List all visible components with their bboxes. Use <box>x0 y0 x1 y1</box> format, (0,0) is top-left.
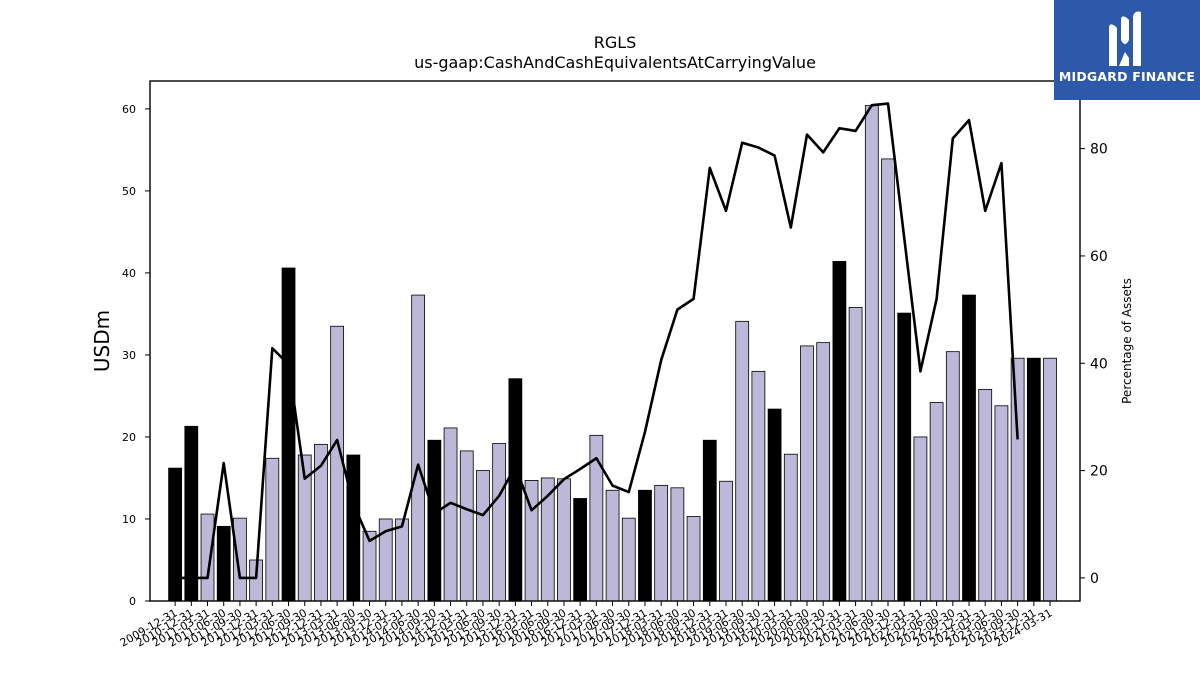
bar-quarterly <box>929 402 944 602</box>
y-tick-label: 10 <box>122 513 136 526</box>
bar-annual <box>427 439 442 602</box>
bar-quarterly <box>492 443 507 602</box>
bar-quarterly <box>735 320 750 602</box>
bar-annual <box>184 425 199 602</box>
bar-annual <box>962 294 976 602</box>
bar-annual <box>573 498 588 602</box>
line-group <box>175 102 1019 580</box>
y-tick-label: 30 <box>122 349 136 362</box>
bar-quarterly <box>864 105 879 602</box>
bar-annual <box>702 439 717 602</box>
bar-quarterly <box>719 480 733 602</box>
y-tick-label: 40 <box>122 267 136 280</box>
y-tick-label: 60 <box>122 103 136 116</box>
y2-tick-label: 0 <box>1090 571 1099 587</box>
bar-quarterly <box>881 158 895 602</box>
bar-quarterly <box>686 516 701 602</box>
bar-quarterly <box>330 325 345 602</box>
chart-subtitle: us-gaap:CashAndCashEquivalentsAtCarrying… <box>414 53 816 72</box>
brand-logo: MIDGARD FINANCE <box>1054 0 1200 100</box>
bar-quarterly <box>233 517 247 602</box>
bar-quarterly <box>1043 357 1057 602</box>
y-axis-label: USDm <box>90 310 114 372</box>
bar-quarterly <box>621 517 636 602</box>
bar-quarterly <box>751 370 766 602</box>
bar-quarterly <box>783 453 798 602</box>
bar-annual <box>168 467 182 602</box>
brand-name: MIDGARD FINANCE <box>1058 69 1196 84</box>
bar-annual <box>767 408 782 602</box>
bar-quarterly <box>945 351 960 602</box>
bar-quarterly <box>557 478 571 602</box>
y2-tick-label: 40 <box>1090 356 1108 372</box>
bar-quarterly <box>978 388 993 602</box>
bar-annual <box>346 454 361 602</box>
bar-annual <box>832 261 847 602</box>
bar-quarterly <box>848 306 863 602</box>
bar-annual <box>508 378 523 602</box>
bar-annual <box>638 489 652 602</box>
bar-quarterly <box>443 427 458 602</box>
bar-quarterly <box>913 436 928 602</box>
bar-quarterly <box>816 342 831 602</box>
bar-quarterly <box>800 345 814 602</box>
bar-annual <box>897 312 912 602</box>
bar-annual <box>281 267 296 602</box>
percentage-line <box>175 102 1019 580</box>
bar-quarterly <box>265 457 280 602</box>
y-tick-label: 0 <box>129 595 136 608</box>
bar-quarterly <box>605 489 620 602</box>
bar-quarterly <box>395 518 409 602</box>
bar-quarterly <box>411 294 426 602</box>
bar-quarterly <box>994 405 1009 602</box>
y2-axis-label: Percentage of Assets <box>1120 278 1134 404</box>
bar-quarterly <box>654 484 669 602</box>
y2-tick-label: 20 <box>1090 464 1108 480</box>
axes-group: 01020304050600204060802009-12-312010-12-… <box>118 80 1108 650</box>
bar-quarterly <box>459 450 474 602</box>
midgard-m-mark-icon <box>1109 11 1141 66</box>
y-tick-label: 20 <box>122 431 136 444</box>
y2-tick-label: 80 <box>1090 142 1108 158</box>
bar-quarterly <box>200 513 215 602</box>
plot-frame <box>149 80 1081 602</box>
bar-annual <box>216 525 231 602</box>
chart-title: RGLS <box>594 33 637 52</box>
bar-quarterly <box>670 487 685 602</box>
bar-quarterly <box>476 470 490 602</box>
bar-quarterly <box>1010 357 1025 602</box>
bar-annual <box>1026 357 1041 602</box>
y2-tick-label: 60 <box>1090 249 1108 265</box>
y-tick-label: 50 <box>122 185 136 198</box>
